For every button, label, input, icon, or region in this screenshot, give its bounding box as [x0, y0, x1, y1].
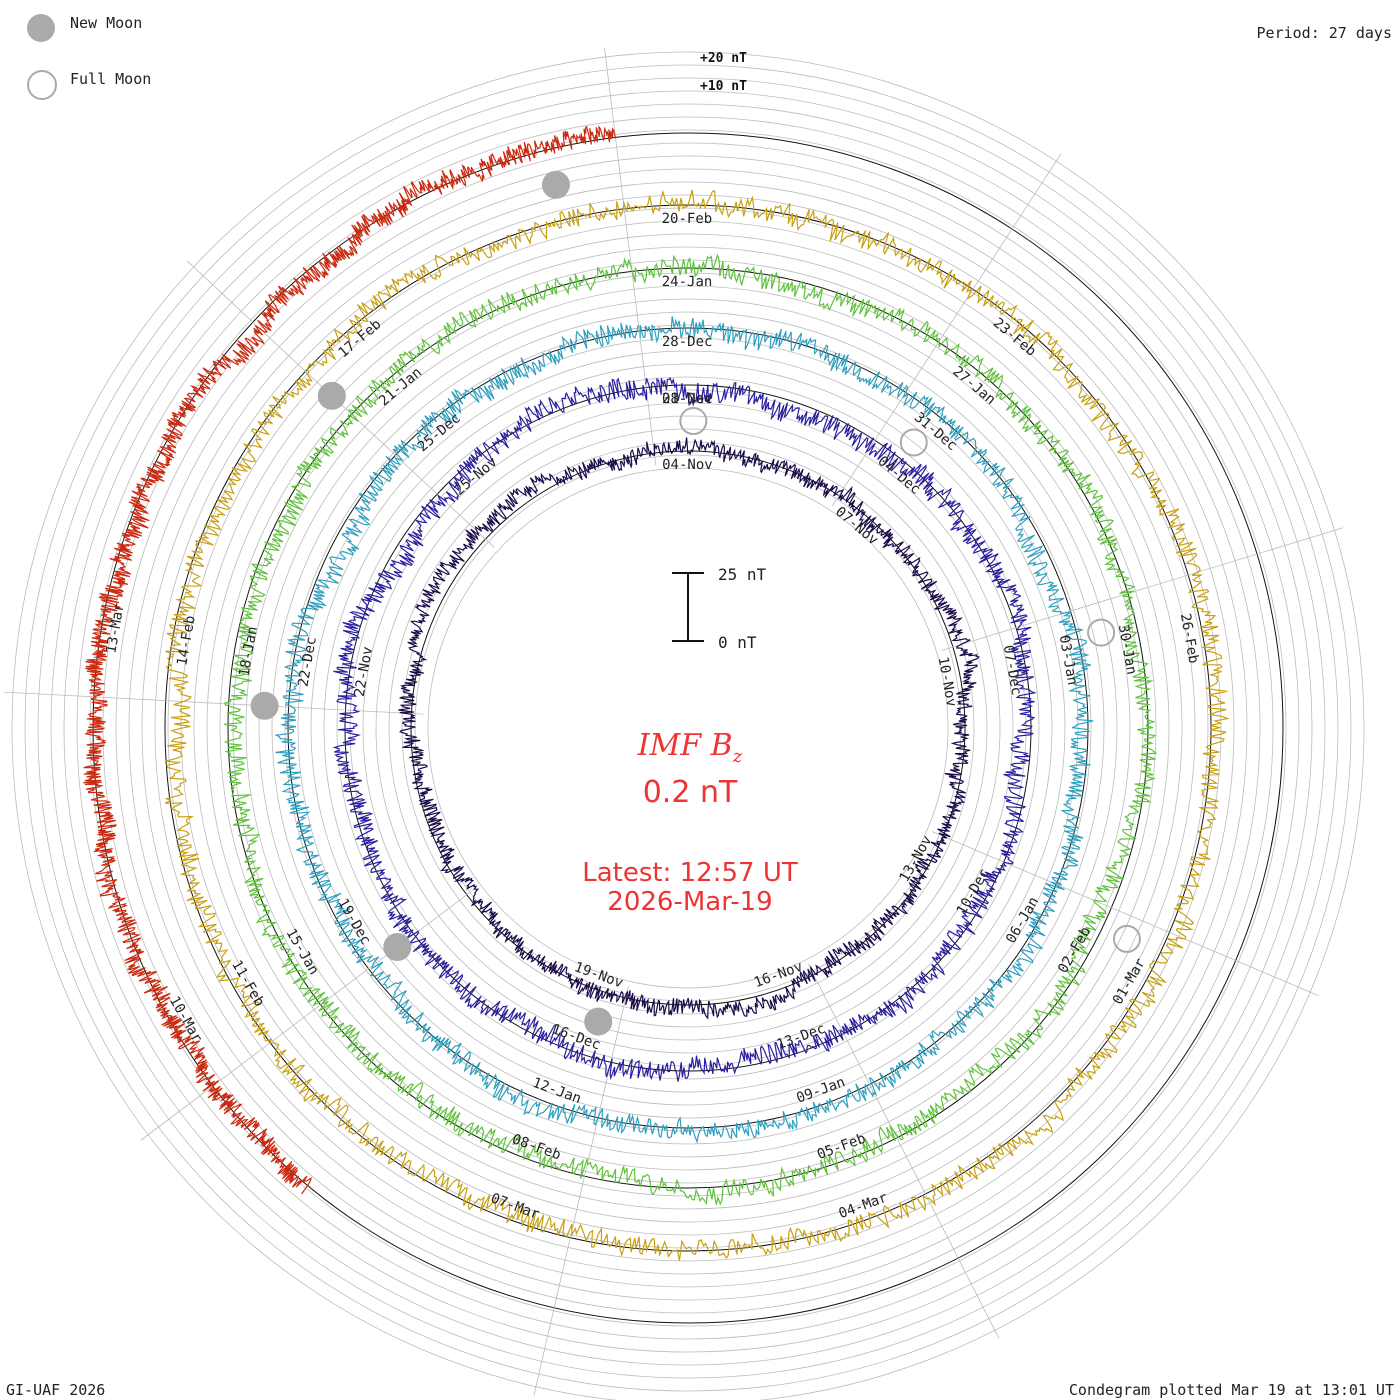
moon-markers	[250, 170, 1141, 1036]
day-spoke	[140, 887, 477, 1141]
grid-ring	[401, 441, 975, 1015]
date-label: 10-Nov	[935, 655, 960, 708]
day-spoke	[604, 48, 657, 466]
grid-ring	[362, 402, 1014, 1054]
grid-ring	[245, 285, 1131, 1171]
grid-ring	[128, 168, 1248, 1288]
grid-ring	[271, 311, 1105, 1145]
trace-1	[398, 437, 981, 1020]
grid-ring	[37, 77, 1339, 1379]
new-moon-icon	[541, 170, 570, 199]
full-moon-icon	[1087, 618, 1116, 647]
current-value: 0.2 nT	[642, 775, 738, 810]
day-spoke	[941, 527, 1344, 651]
trace-5	[164, 189, 1230, 1261]
credit-label: GI-UAF 2026	[6, 1381, 106, 1399]
parameter-title: IMF Bz	[450, 728, 930, 767]
grid-ring	[427, 467, 949, 989]
new-moon-icon	[250, 691, 279, 720]
grid-ring	[284, 324, 1092, 1132]
ring-scale-label: +10 nT	[700, 79, 747, 94]
date-label: 20-Feb	[662, 211, 713, 227]
full-moon-icon	[1112, 924, 1141, 953]
day-spoke	[831, 153, 1062, 506]
date-label: 28-Dec	[662, 334, 713, 350]
legend-new-moon: New Moon	[70, 14, 143, 32]
grid-ring	[323, 363, 1053, 1093]
date-label: 01-Mar	[1110, 956, 1149, 1008]
ring-scale-label: +20 nT	[700, 51, 747, 66]
grid-ring	[310, 350, 1066, 1106]
date-label: 16-Nov	[752, 959, 805, 991]
date-label: 04-Nov	[662, 457, 713, 473]
date-label: 22-Nov	[352, 645, 376, 698]
new-moon-icon	[317, 381, 346, 410]
date-label: 22-Dec	[295, 635, 319, 688]
grid-ring	[11, 51, 1365, 1400]
date-label: 03-Jan	[1056, 634, 1081, 687]
data-traces	[83, 125, 1230, 1261]
grid-ring	[258, 298, 1118, 1158]
trace-4	[224, 253, 1158, 1206]
new-moon-icon	[383, 933, 412, 962]
new-moon-icon	[584, 1007, 613, 1036]
ring-scale-labels: +20 nT +10 nT	[700, 51, 747, 94]
scale-bottom-label: 0 nT	[718, 633, 757, 652]
day-spoke	[807, 963, 1000, 1339]
date-label: 11-Feb	[228, 958, 267, 1010]
grid-ring	[50, 90, 1326, 1366]
grid-ring	[24, 64, 1352, 1392]
scale-top-label: 25 nT	[718, 565, 767, 584]
grid-ring	[141, 181, 1235, 1275]
date-label: 24-Jan	[662, 274, 713, 290]
grid-ring	[232, 272, 1144, 1184]
date-label: 14-Feb	[174, 614, 198, 667]
grid-ring	[219, 259, 1157, 1197]
day-spoke	[533, 986, 629, 1396]
date-label: 25-Nov	[452, 454, 501, 499]
trace-6	[83, 125, 617, 1195]
new-moon-icon	[27, 14, 55, 42]
grid-ring	[336, 376, 1040, 1080]
grid-ring	[63, 103, 1313, 1353]
parameter-name: IMF B	[637, 728, 733, 763]
plotted-timestamp: Condegram plotted Mar 19 at 13:01 UT	[1068, 1381, 1394, 1399]
full-moon-icon	[899, 428, 928, 457]
grid-ring	[154, 194, 1222, 1262]
full-moon-icon	[27, 70, 57, 100]
trace-3	[274, 316, 1094, 1144]
grid-ring	[388, 428, 988, 1028]
grid-ring	[76, 116, 1300, 1340]
date-label: 21-Jan	[376, 365, 425, 410]
trace-2	[332, 377, 1037, 1082]
grid-ring	[193, 233, 1183, 1223]
latest-date: 2026-Mar-19	[607, 887, 773, 917]
date-label: 28-Nov	[662, 391, 713, 407]
date-label: 18-Jan	[236, 625, 260, 678]
full-moon-icon	[679, 407, 708, 436]
latest-time: Latest: 12:57 UT	[582, 858, 798, 888]
day-spoke	[931, 831, 1319, 997]
scale-bar: 25 nT 0 nT	[672, 565, 767, 652]
legend-full-moon: Full Moon	[70, 70, 152, 88]
date-label: 26-Feb	[1177, 612, 1202, 665]
date-label: 30-Jan	[1115, 623, 1140, 676]
date-label: 01-Dec	[662, 391, 713, 407]
grid-ring	[206, 246, 1170, 1210]
parameter-subscript: z	[732, 746, 743, 767]
period-label: Period: 27 days	[1256, 24, 1392, 42]
grid-ring	[115, 155, 1261, 1301]
grid-ring	[375, 415, 1001, 1041]
